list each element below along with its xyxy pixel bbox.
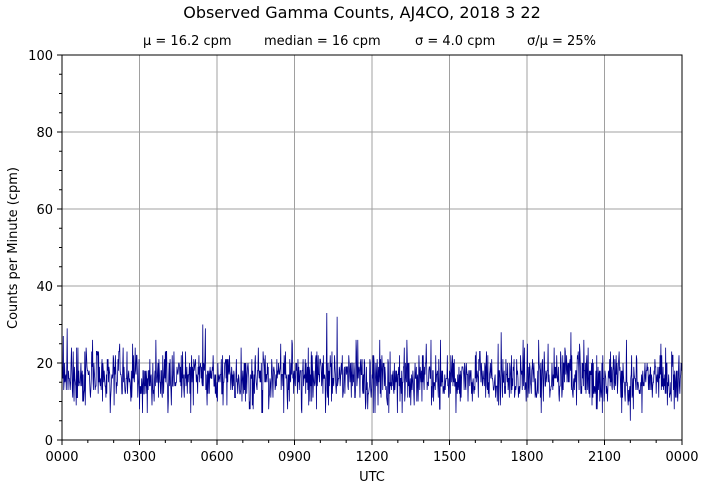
x-axis: 0000 0300 0600 0900 1200 1500 1800 2100 0000	[45, 440, 699, 465]
stat-mean: μ = 16.2 cpm	[143, 34, 232, 49]
stat-ratio: σ/μ = 25%	[527, 34, 596, 49]
x-tick-label: 0000	[665, 450, 698, 465]
x-axis-label: UTC	[359, 470, 385, 485]
x-tick-label: 0000	[45, 450, 78, 465]
x-tick-label: 0900	[278, 450, 311, 465]
y-axis-label: Counts per Minute (cpm)	[6, 167, 21, 329]
y-axis: 0 20 40 60 80 100	[28, 49, 62, 449]
y-tick-label: 60	[36, 203, 53, 218]
y-tick-label: 80	[36, 126, 53, 141]
x-tick-label: 2100	[588, 450, 621, 465]
x-tick-label: 0300	[123, 450, 156, 465]
series-line-gamma-counts	[61, 312, 682, 421]
series-layer	[61, 312, 682, 421]
y-tick-label: 20	[36, 357, 53, 372]
y-tick-label: 40	[36, 280, 53, 295]
y-tick-label: 100	[28, 49, 53, 64]
x-tick-label: 1200	[355, 450, 388, 465]
stat-median: median = 16 cpm	[264, 34, 381, 49]
x-tick-label: 0600	[200, 450, 233, 465]
chart-title: Observed Gamma Counts, AJ4CO, 2018 3 22	[183, 3, 541, 22]
x-tick-label: 1500	[433, 450, 466, 465]
stat-sigma: σ = 4.0 cpm	[415, 34, 495, 49]
x-tick-label: 1800	[510, 450, 543, 465]
y-tick-label: 0	[45, 434, 53, 449]
